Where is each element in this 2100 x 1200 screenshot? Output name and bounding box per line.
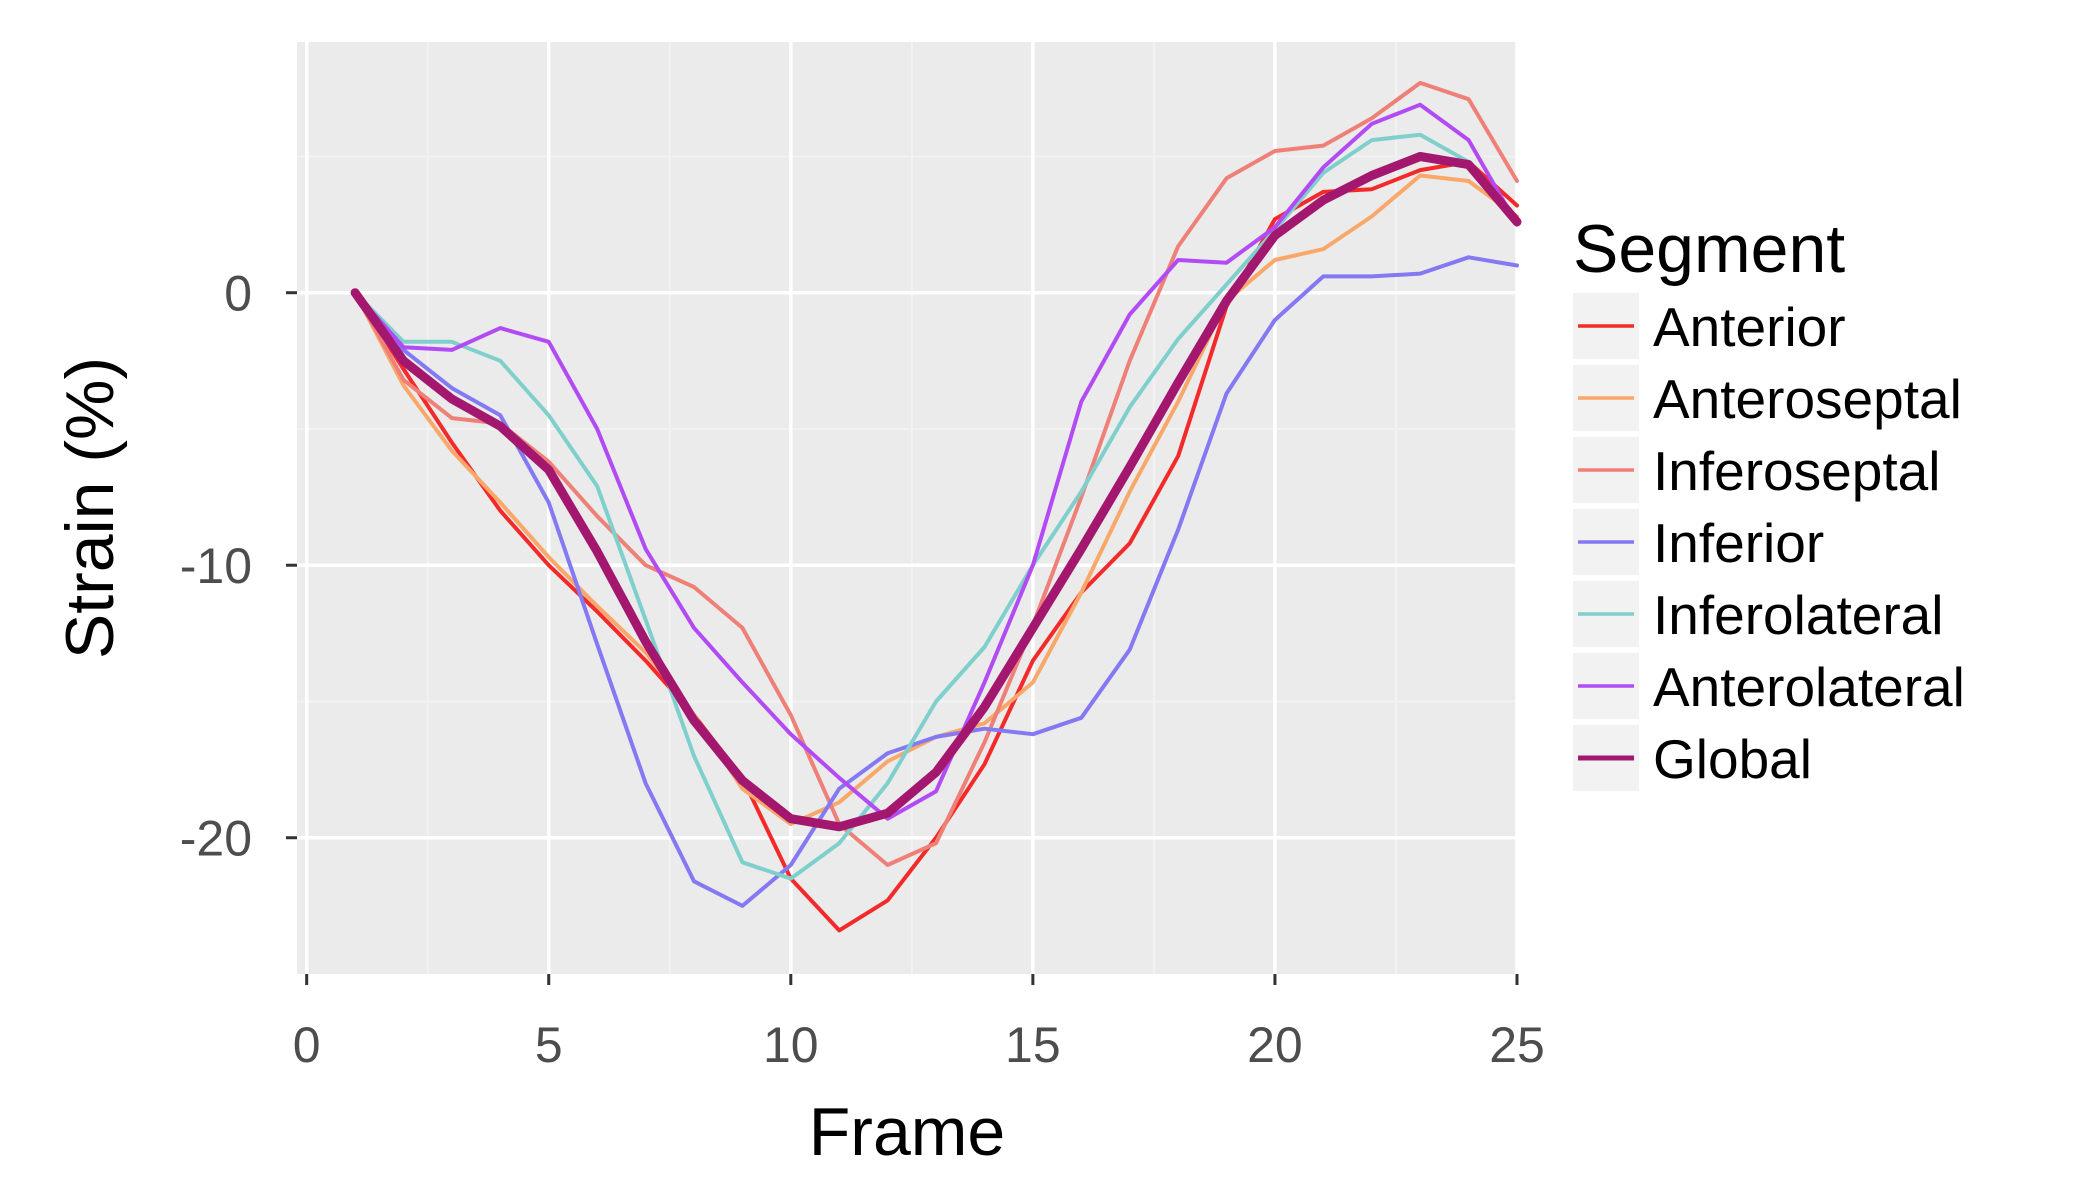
axis-ticks [286, 291, 1519, 985]
series-line-anterolateral [353, 102, 1519, 821]
x-tick-label: 25 [1489, 1017, 1545, 1073]
y-tick-label: -20 [180, 811, 252, 867]
legend-title: Segment [1573, 211, 1845, 287]
y-axis-title: Strain (%) [52, 357, 128, 659]
legend-label: Anterior [1653, 296, 1846, 358]
x-tick-label: 15 [1005, 1017, 1061, 1073]
x-tick-label: 5 [535, 1017, 563, 1073]
x-tick-label: 10 [763, 1017, 819, 1073]
legend-label: Anterolateral [1653, 656, 1965, 718]
plot-panel [297, 42, 1517, 974]
x-tick-label: 20 [1247, 1017, 1303, 1073]
series-line-inferior [353, 255, 1519, 908]
legend: Anterior Anteroseptal Inferoseptal Inferior… [1573, 293, 1965, 791]
y-tick-label: 0 [224, 266, 252, 322]
series-line-inferolateral [353, 132, 1519, 881]
y-tick-label: -10 [180, 538, 252, 594]
series-layer [350, 80, 1522, 933]
series-line-anterior [353, 159, 1519, 933]
x-tick-label: 0 [293, 1017, 321, 1073]
series-line-global [350, 152, 1522, 832]
legend-label: Inferior [1653, 512, 1824, 574]
y-tick-labels: 0 -10 -20 [180, 266, 252, 867]
legend-label: Inferolateral [1653, 584, 1943, 646]
legend-label: Global [1653, 728, 1812, 790]
x-axis-title: Frame [809, 1094, 1005, 1170]
x-tick-labels: 0 5 10 15 20 25 [293, 1017, 1545, 1073]
legend-label: Anteroseptal [1653, 368, 1962, 430]
series-line-inferoseptal [353, 80, 1519, 867]
major-grid [297, 42, 1519, 974]
legend-label: Inferoseptal [1653, 440, 1940, 502]
